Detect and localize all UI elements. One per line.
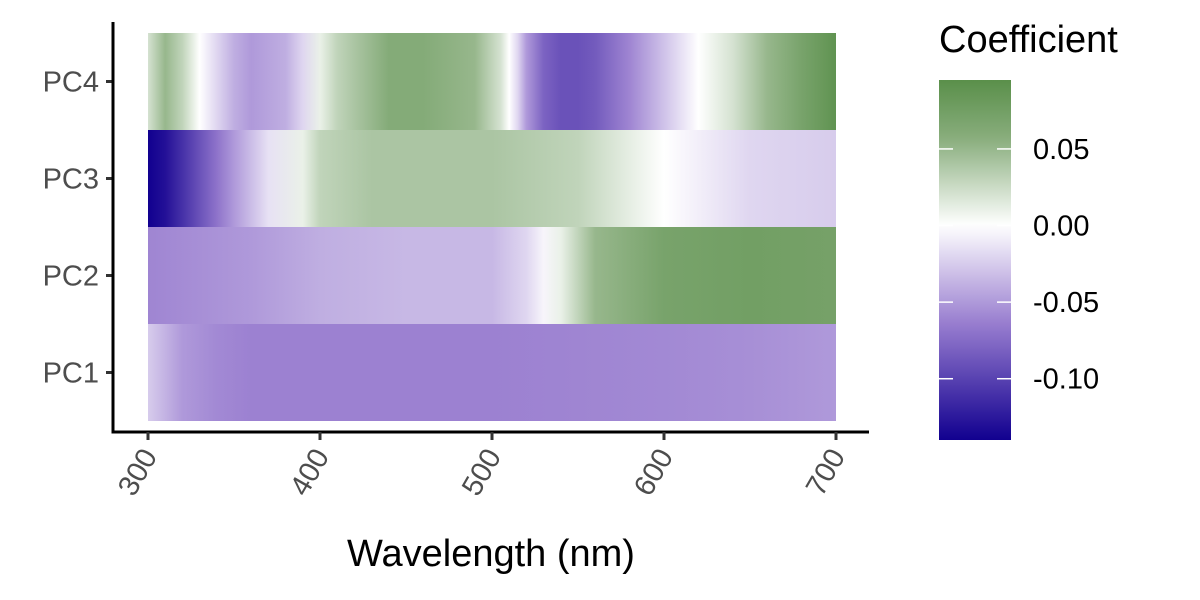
y-tick-label-pc1: PC1 (43, 358, 99, 390)
y-tick-labels: PC1 PC2 PC3 PC4 (43, 67, 99, 390)
legend-title: Coefficient (939, 19, 1118, 61)
x-tick-labels: 300 400 500 600 700 (112, 444, 852, 502)
y-tick-label-pc3: PC3 (43, 164, 99, 196)
legend-label: -0.10 (1033, 364, 1099, 396)
legend-label: 0.00 (1033, 211, 1089, 243)
x-tick-label-500: 500 (456, 444, 508, 502)
y-tick-label-pc2: PC2 (43, 261, 99, 293)
y-tick-label-pc4: PC4 (43, 67, 99, 99)
x-axis-title: Wavelength (nm) (347, 533, 635, 575)
legend-label: -0.05 (1033, 287, 1099, 319)
heatmap-row-pc2 (148, 227, 836, 324)
heatmap-rows (148, 33, 836, 421)
heatmap-row-pc4 (148, 33, 836, 130)
x-tick-label-300: 300 (112, 444, 164, 502)
heatmap-row-pc1 (148, 324, 836, 421)
legend-color-bar (939, 80, 1011, 440)
x-tick-label-700: 700 (800, 444, 852, 502)
axes (106, 22, 869, 440)
heatmap-row-pc3 (148, 130, 836, 227)
color-legend: Coefficient 0.05 0.00 -0.05 -0.10 (939, 19, 1118, 440)
x-tick-label-400: 400 (284, 444, 336, 502)
legend-label: 0.05 (1033, 134, 1089, 166)
x-tick-label-600: 600 (628, 444, 680, 502)
